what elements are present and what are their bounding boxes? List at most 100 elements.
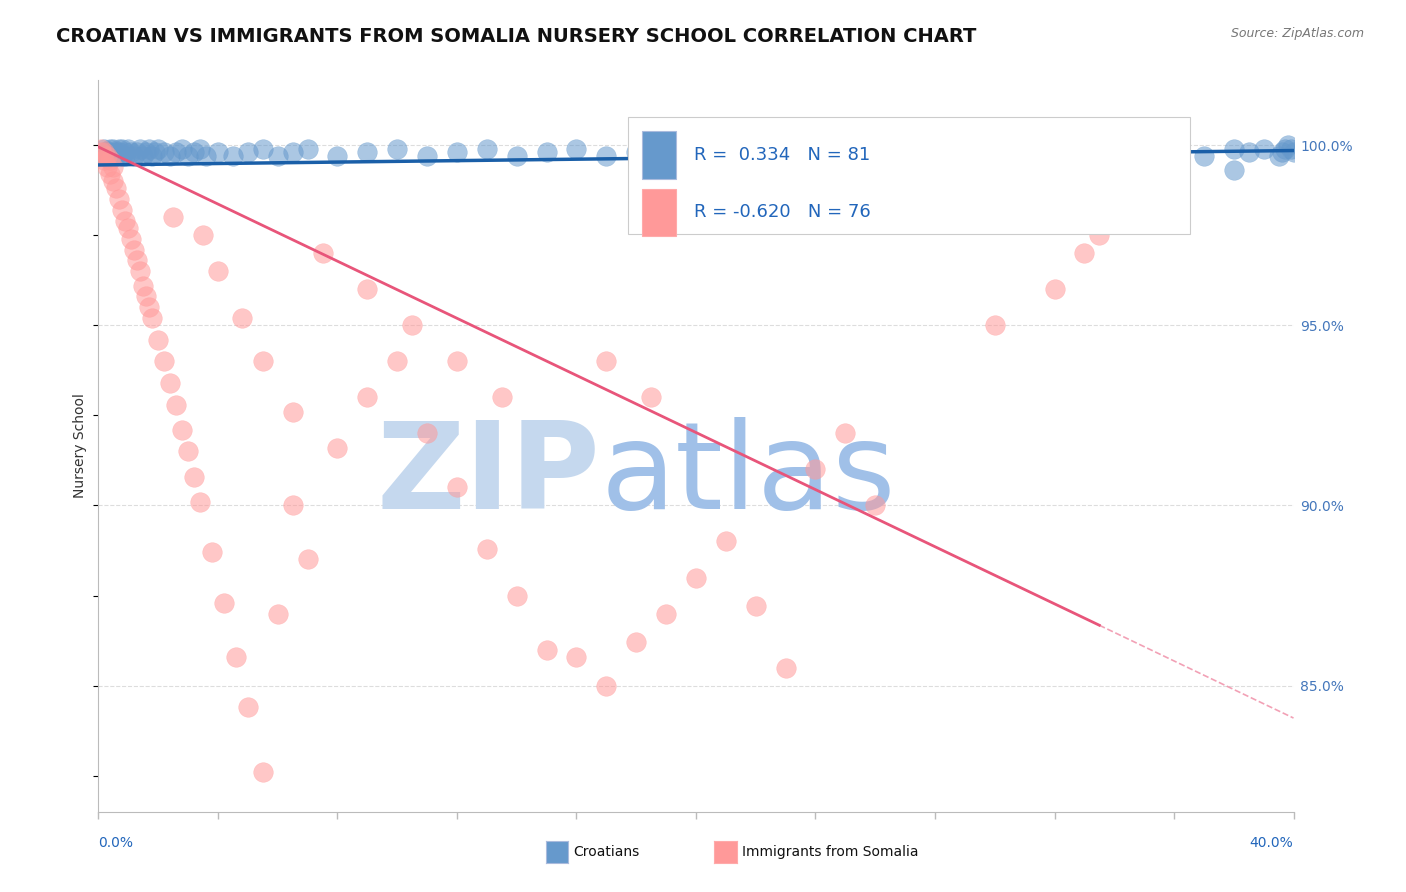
Point [114, 214, 136, 228]
Text: R =  0.334   N = 81: R = 0.334 N = 81 [693, 146, 870, 164]
Point [98, 142, 122, 156]
Point [96, 149, 118, 163]
Point [297, 552, 319, 566]
Point [1279, 142, 1302, 156]
Point [188, 495, 211, 509]
Point [1192, 149, 1215, 163]
Point [141, 149, 163, 163]
Point [138, 300, 160, 314]
Point [311, 246, 333, 260]
Point [775, 660, 797, 674]
Point [536, 145, 558, 160]
Point [714, 534, 737, 549]
Point [114, 145, 136, 160]
Point [177, 149, 200, 163]
Point [135, 289, 157, 303]
Point [924, 149, 946, 163]
Point [117, 221, 139, 235]
Point [1073, 160, 1095, 174]
Point [536, 642, 558, 657]
Point [385, 142, 409, 156]
Point [506, 589, 529, 603]
Point [183, 145, 205, 160]
Bar [643, 188, 676, 236]
Point [640, 390, 662, 404]
Point [236, 700, 259, 714]
Point [98, 167, 122, 181]
Point [132, 149, 155, 163]
FancyBboxPatch shape [628, 117, 1189, 234]
Point [96, 149, 118, 163]
Point [446, 354, 468, 368]
Point [984, 142, 1007, 156]
Point [103, 142, 125, 156]
Text: ZIP: ZIP [377, 417, 600, 533]
Text: Croatians: Croatians [574, 845, 640, 859]
Point [804, 462, 827, 476]
Text: Source: ZipAtlas.com: Source: ZipAtlas.com [1230, 27, 1364, 40]
Point [159, 149, 181, 163]
Point [111, 149, 134, 163]
Point [93, 145, 115, 160]
Point [804, 142, 827, 156]
Point [172, 142, 194, 156]
Point [124, 243, 146, 257]
Point [90, 145, 112, 160]
Point [108, 145, 131, 160]
Point [93, 153, 115, 167]
Point [103, 174, 125, 188]
Text: Immigrants from Somalia: Immigrants from Somalia [742, 845, 920, 859]
Point [129, 142, 152, 156]
Point [385, 354, 409, 368]
Point [108, 142, 131, 156]
Point [446, 480, 468, 494]
Point [201, 545, 224, 559]
Point [96, 145, 118, 160]
Point [491, 390, 513, 404]
Point [1104, 149, 1126, 163]
Point [225, 649, 247, 664]
Point [177, 444, 200, 458]
Point [626, 635, 648, 649]
Point [595, 354, 617, 368]
Point [162, 210, 184, 224]
Point [1223, 142, 1246, 156]
Point [281, 499, 304, 513]
Point [114, 149, 136, 163]
Point [865, 145, 887, 160]
Point [93, 145, 115, 160]
Point [153, 354, 176, 368]
Point [141, 311, 163, 326]
Point [1282, 145, 1305, 160]
Point [626, 145, 648, 160]
Point [207, 145, 229, 160]
Point [356, 282, 378, 296]
Point [1104, 210, 1126, 224]
Point [90, 149, 112, 163]
Point [105, 181, 128, 195]
Point [1104, 156, 1126, 170]
Point [506, 149, 529, 163]
Point [105, 149, 128, 163]
Point [865, 499, 887, 513]
Point [143, 145, 166, 160]
Point [159, 376, 181, 390]
Point [326, 441, 349, 455]
Point [475, 541, 498, 556]
Point [222, 149, 245, 163]
Point [1014, 160, 1036, 174]
Point [127, 145, 149, 160]
Point [1274, 142, 1296, 156]
Point [231, 311, 253, 326]
Point [1223, 163, 1246, 178]
Point [207, 264, 229, 278]
Point [297, 142, 319, 156]
Point [565, 649, 588, 664]
Point [188, 142, 211, 156]
Point [745, 599, 768, 614]
Point [236, 145, 259, 160]
Point [127, 253, 149, 268]
Point [745, 145, 768, 160]
Point [1237, 145, 1260, 160]
Text: CROATIAN VS IMMIGRANTS FROM SOMALIA NURSERY SCHOOL CORRELATION CHART: CROATIAN VS IMMIGRANTS FROM SOMALIA NURS… [56, 27, 977, 45]
